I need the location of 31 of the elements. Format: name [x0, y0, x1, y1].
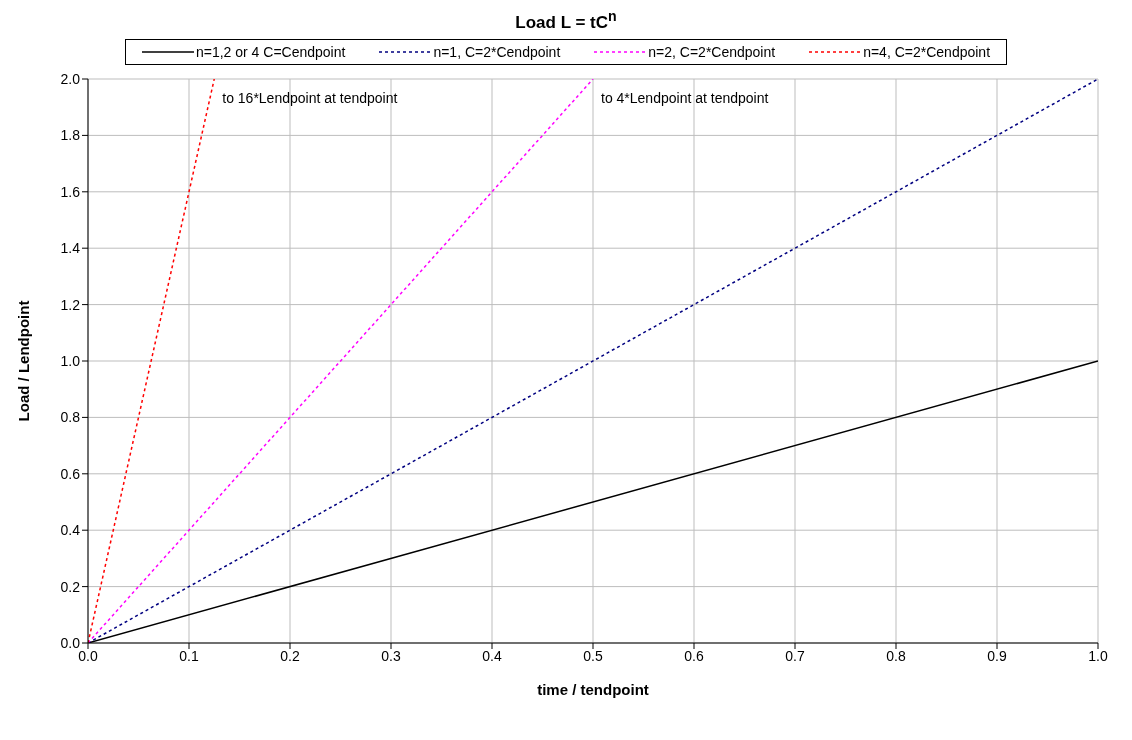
legend-label: n=1,2 or 4 C=Cendpoint	[195, 43, 346, 60]
legend-label: n=1, C=2*Cendpoint	[433, 43, 561, 60]
y-tick-label: 1.2	[60, 296, 81, 313]
y-tick-label: 0.2	[60, 578, 81, 595]
x-tick-label: 0.3	[381, 647, 401, 664]
y-tick-label: 1.0	[60, 352, 81, 369]
x-tick-label: 0.0	[78, 647, 98, 664]
y-tick-label: 2.0	[60, 70, 81, 87]
y-tick-label: 1.6	[60, 183, 81, 200]
x-tick-label: 0.8	[886, 647, 906, 664]
chart-title: Load L = tC$^{n}$	[514, 8, 618, 33]
y-tick-label: 0.6	[60, 465, 81, 482]
y-tick-label: 0.0	[60, 634, 81, 651]
x-tick-label: 0.7	[785, 647, 805, 664]
x-tick-label: 0.2	[280, 647, 300, 664]
x-tick-label: 0.9	[987, 647, 1007, 664]
y-tick-label: 0.8	[60, 409, 81, 426]
annotation: to 16*Lendpoint at tendpoint	[222, 89, 398, 106]
x-tick-label: 0.1	[179, 647, 199, 664]
x-tick-label: 0.4	[482, 647, 502, 664]
legend-label: n=4, C=2*Cendpoint	[863, 43, 991, 60]
y-tick-label: 1.4	[60, 239, 81, 256]
y-tick-label: 0.4	[60, 521, 81, 538]
legend-label: n=2, C=2*Cendpoint	[648, 43, 776, 60]
x-axis-title: time / tendpoint	[537, 680, 649, 698]
x-tick-label: 0.5	[583, 647, 603, 664]
x-tick-label: 0.6	[684, 647, 704, 664]
annotation: to 4*Lendpoint at tendpoint	[601, 89, 769, 106]
y-axis-title: Load / Lendpoint	[15, 300, 33, 422]
y-tick-label: 1.8	[60, 127, 81, 144]
x-tick-label: 1.0	[1088, 647, 1108, 664]
